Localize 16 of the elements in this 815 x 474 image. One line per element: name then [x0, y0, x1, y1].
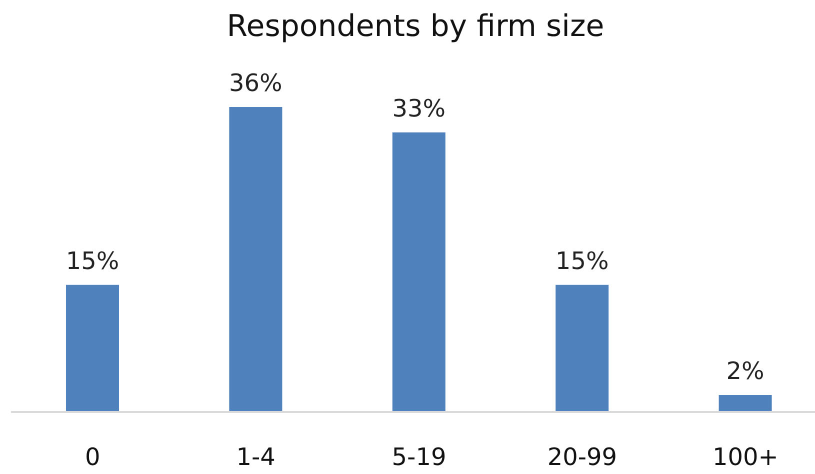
chart-title: Respondents by firm size: [226, 8, 606, 46]
bar: [556, 284, 609, 412]
x-tick-label: 5-19: [392, 443, 446, 472]
bar: [229, 107, 282, 412]
bar: [392, 132, 446, 412]
x-tick-label: 1-4: [236, 443, 276, 472]
bar: [66, 284, 119, 412]
x-tick-label: 20-99: [547, 443, 618, 472]
data-label: 2%: [726, 357, 764, 386]
data-label: 33%: [392, 94, 446, 122]
data-label: 36%: [229, 69, 282, 97]
x-tick-label: 0: [84, 443, 100, 472]
data-label: 15%: [66, 246, 120, 275]
bar: [718, 395, 772, 412]
data-label: 15%: [555, 246, 609, 275]
x-tick-label: 100+: [712, 443, 778, 472]
